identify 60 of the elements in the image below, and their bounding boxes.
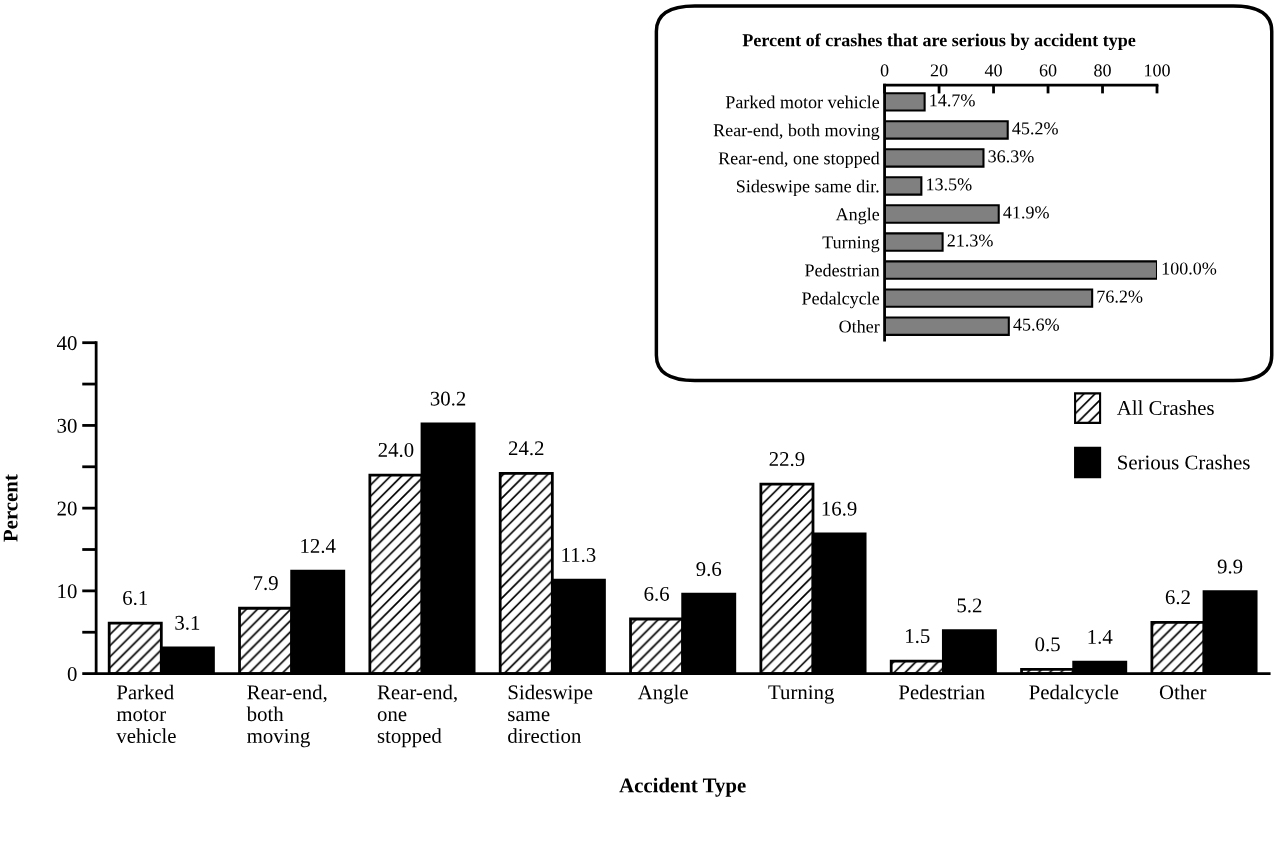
data-label: 1.5 xyxy=(906,629,930,644)
data-label: 76.2% xyxy=(1097,290,1143,303)
y-axis-title: Percent xyxy=(3,474,18,542)
data-label: 14.7% xyxy=(930,94,975,107)
x-tick-label: Sideswipe same direction xyxy=(508,684,593,743)
y-tick-label: Parked motor vehicle xyxy=(725,95,880,109)
data-label: 9.6 xyxy=(696,562,722,577)
legend-label: All Crashes xyxy=(1116,400,1214,416)
x-tick-label: Other xyxy=(1159,684,1207,700)
legend-label: Serious Crashes xyxy=(1118,454,1250,470)
x-tick-label: Pedestrian xyxy=(898,684,985,700)
x-tick-label: 40 xyxy=(984,64,1002,77)
data-label: 6.2 xyxy=(1165,590,1190,605)
data-label: 45.2% xyxy=(1012,122,1058,135)
x-axis-title: Accident Type xyxy=(619,777,746,797)
y-tick-label: 0 xyxy=(67,666,77,682)
data-label: 36.3% xyxy=(988,150,1034,163)
data-label: 41.9% xyxy=(1003,206,1049,219)
data-label: 24.0 xyxy=(378,442,414,458)
data-label: 6.6 xyxy=(644,586,669,601)
y-tick-label: Other xyxy=(839,319,880,333)
data-label: 9.9 xyxy=(1217,559,1243,574)
data-label: 5.2 xyxy=(957,598,982,613)
x-tick-label: Pedalcycle xyxy=(1029,684,1119,704)
data-label: 3.1 xyxy=(175,615,200,630)
data-label: 21.3% xyxy=(947,234,993,247)
x-tick-label: 60 xyxy=(1039,64,1057,77)
y-tick-label: Rear-end, one stopped xyxy=(718,151,880,169)
data-label: 16.9 xyxy=(822,501,857,516)
data-label: 24.2 xyxy=(508,441,544,456)
y-tick-label: 20 xyxy=(57,501,77,516)
x-tick-label: Rear-end, one stopped xyxy=(377,684,457,748)
data-label: 7.9 xyxy=(253,576,278,591)
data-label: 22.9 xyxy=(769,452,805,467)
x-tick-label: 100 xyxy=(1145,64,1170,77)
x-tick-label: 0 xyxy=(880,64,889,77)
y-tick-label: 10 xyxy=(58,584,77,599)
chart-title: Percent of crashes that are serious by accident type xyxy=(742,33,1136,51)
data-label: 1.4 xyxy=(1088,629,1113,644)
data-label: 30.2 xyxy=(430,391,466,406)
data-label: 45.6% xyxy=(1013,318,1059,331)
data-label: 12.4 xyxy=(301,538,336,553)
y-tick-label: Sideswipe same dir. xyxy=(737,179,879,197)
data-label: 100.0% xyxy=(1162,262,1217,275)
x-tick-label: 80 xyxy=(1094,64,1111,77)
y-tick-label: Turning xyxy=(822,236,880,253)
data-label: 11.3 xyxy=(562,548,596,563)
x-tick-label: Rear-end, both moving xyxy=(246,684,327,748)
data-label: 13.5% xyxy=(927,178,972,191)
y-tick-label: Pedalcycle xyxy=(802,291,880,309)
y-tick-label: Pedestrian xyxy=(805,263,880,277)
data-label: 0.5 xyxy=(1035,637,1060,652)
y-tick-label: Angle xyxy=(835,207,880,225)
data-label: 6.1 xyxy=(123,591,148,606)
x-tick-label: Angle xyxy=(637,684,688,704)
y-tick-label: 30 xyxy=(57,418,77,433)
y-tick-label: 40 xyxy=(56,336,77,351)
y-tick-label: Rear-end, both moving xyxy=(713,123,880,141)
x-tick-label: Parked motor vehicle xyxy=(116,684,176,743)
x-tick-label: 20 xyxy=(930,64,948,77)
